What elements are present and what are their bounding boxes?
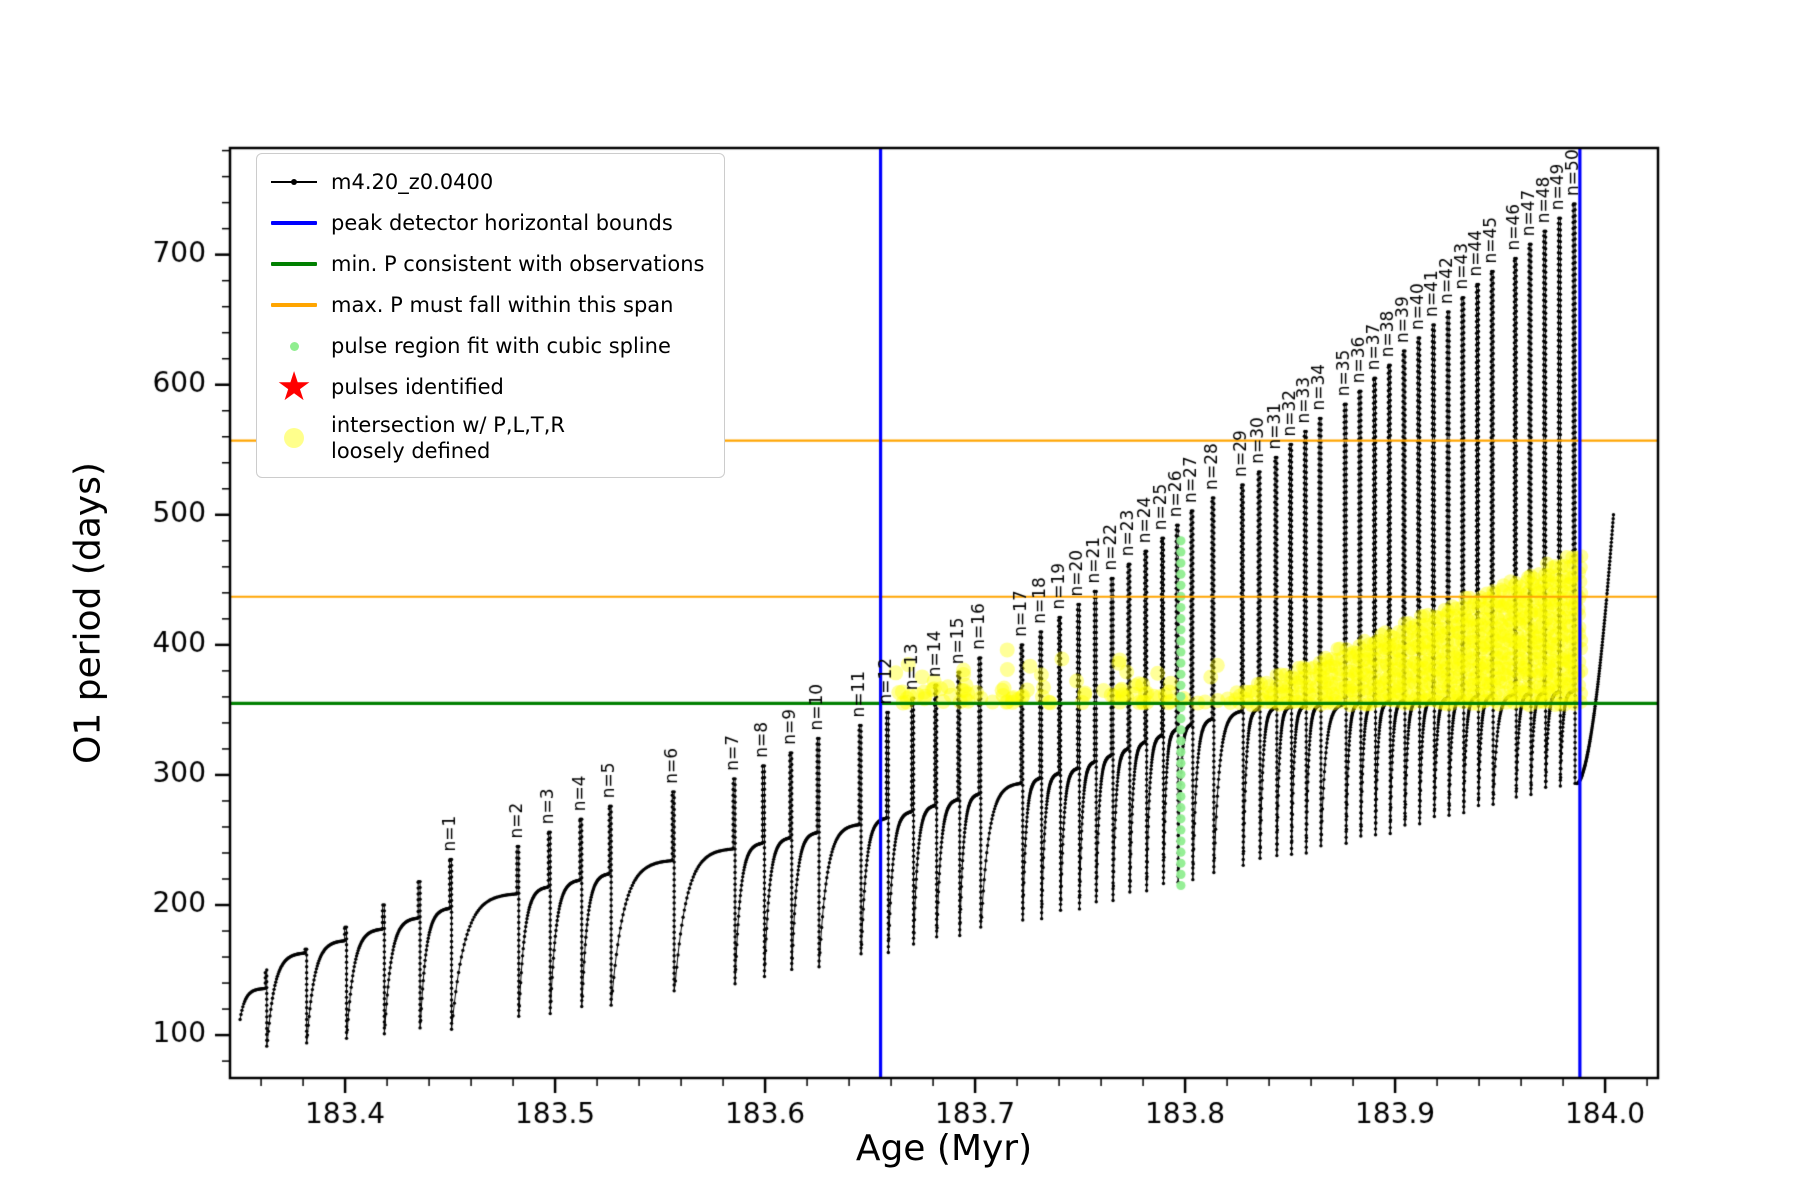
legend-label-pulses-identified: pulses identified [331, 374, 504, 399]
legend-item-min-period: min. P consistent with observations [271, 248, 704, 280]
legend-label-intersection: intersection w/ P,L,T,R loosely defined [331, 413, 565, 464]
yellow-dot-icon [271, 422, 317, 454]
x-axis-label: Age (Myr) [855, 1128, 1033, 1169]
legend-item-series: m4.20_z0.0400 [271, 166, 704, 198]
green-dot-icon [271, 330, 317, 362]
legend: m4.20_z0.0400 peak detector horizontal b… [256, 153, 726, 478]
legend-label-series: m4.20_z0.0400 [331, 169, 494, 194]
legend-label-spline-fit: pulse region fit with cubic spline [331, 333, 671, 358]
red-star-icon: ★ [276, 364, 312, 410]
legend-item-intersection: intersection w/ P,L,T,R loosely defined [271, 412, 704, 465]
legend-item-pulses-identified: ★ pulses identified [271, 364, 704, 410]
y-axis-label: O1 period (days) [67, 462, 109, 764]
green-line-icon [271, 248, 317, 280]
orange-line-icon [271, 289, 317, 321]
legend-item-peak-bounds: peak detector horizontal bounds [271, 207, 704, 239]
blue-line-icon [271, 207, 317, 239]
legend-label-min-period: min. P consistent with observations [331, 251, 705, 276]
series-line-marker-icon [271, 166, 317, 198]
legend-label-max-period-span: max. P must fall within this span [331, 292, 674, 317]
legend-item-spline-fit: pulse region fit with cubic spline [271, 330, 704, 362]
legend-item-max-period-span: max. P must fall within this span [271, 289, 704, 321]
legend-label-peak-bounds: peak detector horizontal bounds [331, 210, 673, 235]
